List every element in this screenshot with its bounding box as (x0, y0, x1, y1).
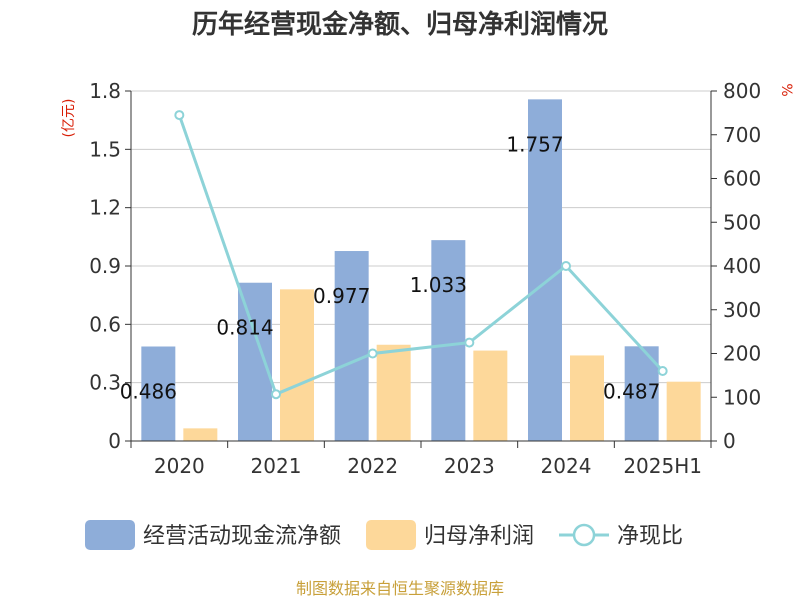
bar-net-profit (570, 355, 604, 441)
y-right-tick-label: 800 (723, 79, 761, 103)
legend-swatch (366, 520, 417, 550)
ratio-point (367, 348, 378, 359)
axes: 0 0.3 0.6 0.9 1.2 1.5 1.8 0 100 200 300 400 500 600 70… (89, 79, 761, 478)
y-left-tick-label: 1.5 (89, 137, 121, 161)
y-left-tick-label: 0.3 (89, 371, 121, 395)
y-left-tick-label: 0 (108, 429, 121, 453)
ratio-point (561, 261, 571, 271)
bar-net-profit (473, 350, 508, 441)
y-right-tick-label: 500 (723, 210, 761, 234)
bar-value-label: 0.487 (603, 379, 660, 403)
legend-label: 净现比 (617, 524, 683, 549)
y-right-tick-label: 600 (723, 167, 761, 191)
bar-value-label: 1.757 (506, 132, 563, 156)
y-right-tick-label: 100 (723, 385, 761, 409)
legend-label: 归母净利润 (424, 524, 534, 549)
bar-value-label: 0.814 (216, 316, 273, 340)
bar-operating-cashflow (141, 346, 176, 441)
y-right-tick-label: 300 (723, 298, 761, 322)
ratio-point (657, 366, 668, 376)
bar-value-label: 1.033 (410, 273, 467, 297)
y-left-unit: (亿元) (61, 99, 77, 138)
data-labels: 0.486 0.814 0.977 1.033 1.757 0.487 (120, 132, 661, 403)
x-tick-label: 2023 (444, 454, 495, 478)
y-right-tick-label: 200 (723, 342, 761, 366)
bar-net-profit (376, 344, 411, 441)
bar-net-profit (666, 381, 701, 441)
y-right-unit: % (778, 83, 794, 96)
y-right-tick-label: 0 (723, 429, 736, 453)
legend-swatch (85, 520, 135, 550)
x-tick-label: 2021 (251, 454, 302, 478)
ratio-point (174, 110, 185, 121)
x-tick-label: 2022 (347, 454, 398, 478)
chart-title: 历年经营现金净额、归母净利润情况 (192, 9, 608, 40)
legend: 经营活动现金流净额 归母净利润 净现比 (85, 520, 683, 550)
y-right-tick-label: 700 (723, 123, 761, 147)
bar-operating-cashflow (238, 282, 272, 441)
y-left-tick-label: 0.9 (89, 254, 121, 278)
ratio-point (271, 389, 281, 400)
bar-operating-cashflow (334, 251, 369, 441)
y-left-tick-label: 1.8 (89, 79, 121, 103)
y-left-tick-label: 1.2 (89, 196, 121, 220)
bar-operating-cashflow (431, 240, 466, 441)
source-note: 制图数据来自恒生聚源数据库 (296, 579, 504, 598)
ratio-line (174, 110, 668, 400)
y-right-tick-label: 400 (723, 254, 761, 278)
bar-value-label: 0.486 (120, 380, 177, 404)
bar-operating-cashflow (528, 99, 562, 441)
legend-label: 经营活动现金流净额 (143, 524, 341, 549)
ratio-point (464, 337, 475, 348)
legend-marker-icon (572, 523, 596, 547)
x-tick-label: 2024 (541, 454, 592, 478)
bar-value-label: 0.977 (313, 284, 370, 308)
grid-lines (131, 90, 711, 442)
bar-net-profit (280, 289, 314, 441)
x-tick-label: 2020 (154, 454, 205, 478)
ratio-line-path (177, 114, 664, 397)
x-tick-label: 2025H1 (623, 454, 702, 478)
y-left-tick-label: 0.6 (89, 312, 121, 336)
bar-net-profit (183, 428, 218, 441)
